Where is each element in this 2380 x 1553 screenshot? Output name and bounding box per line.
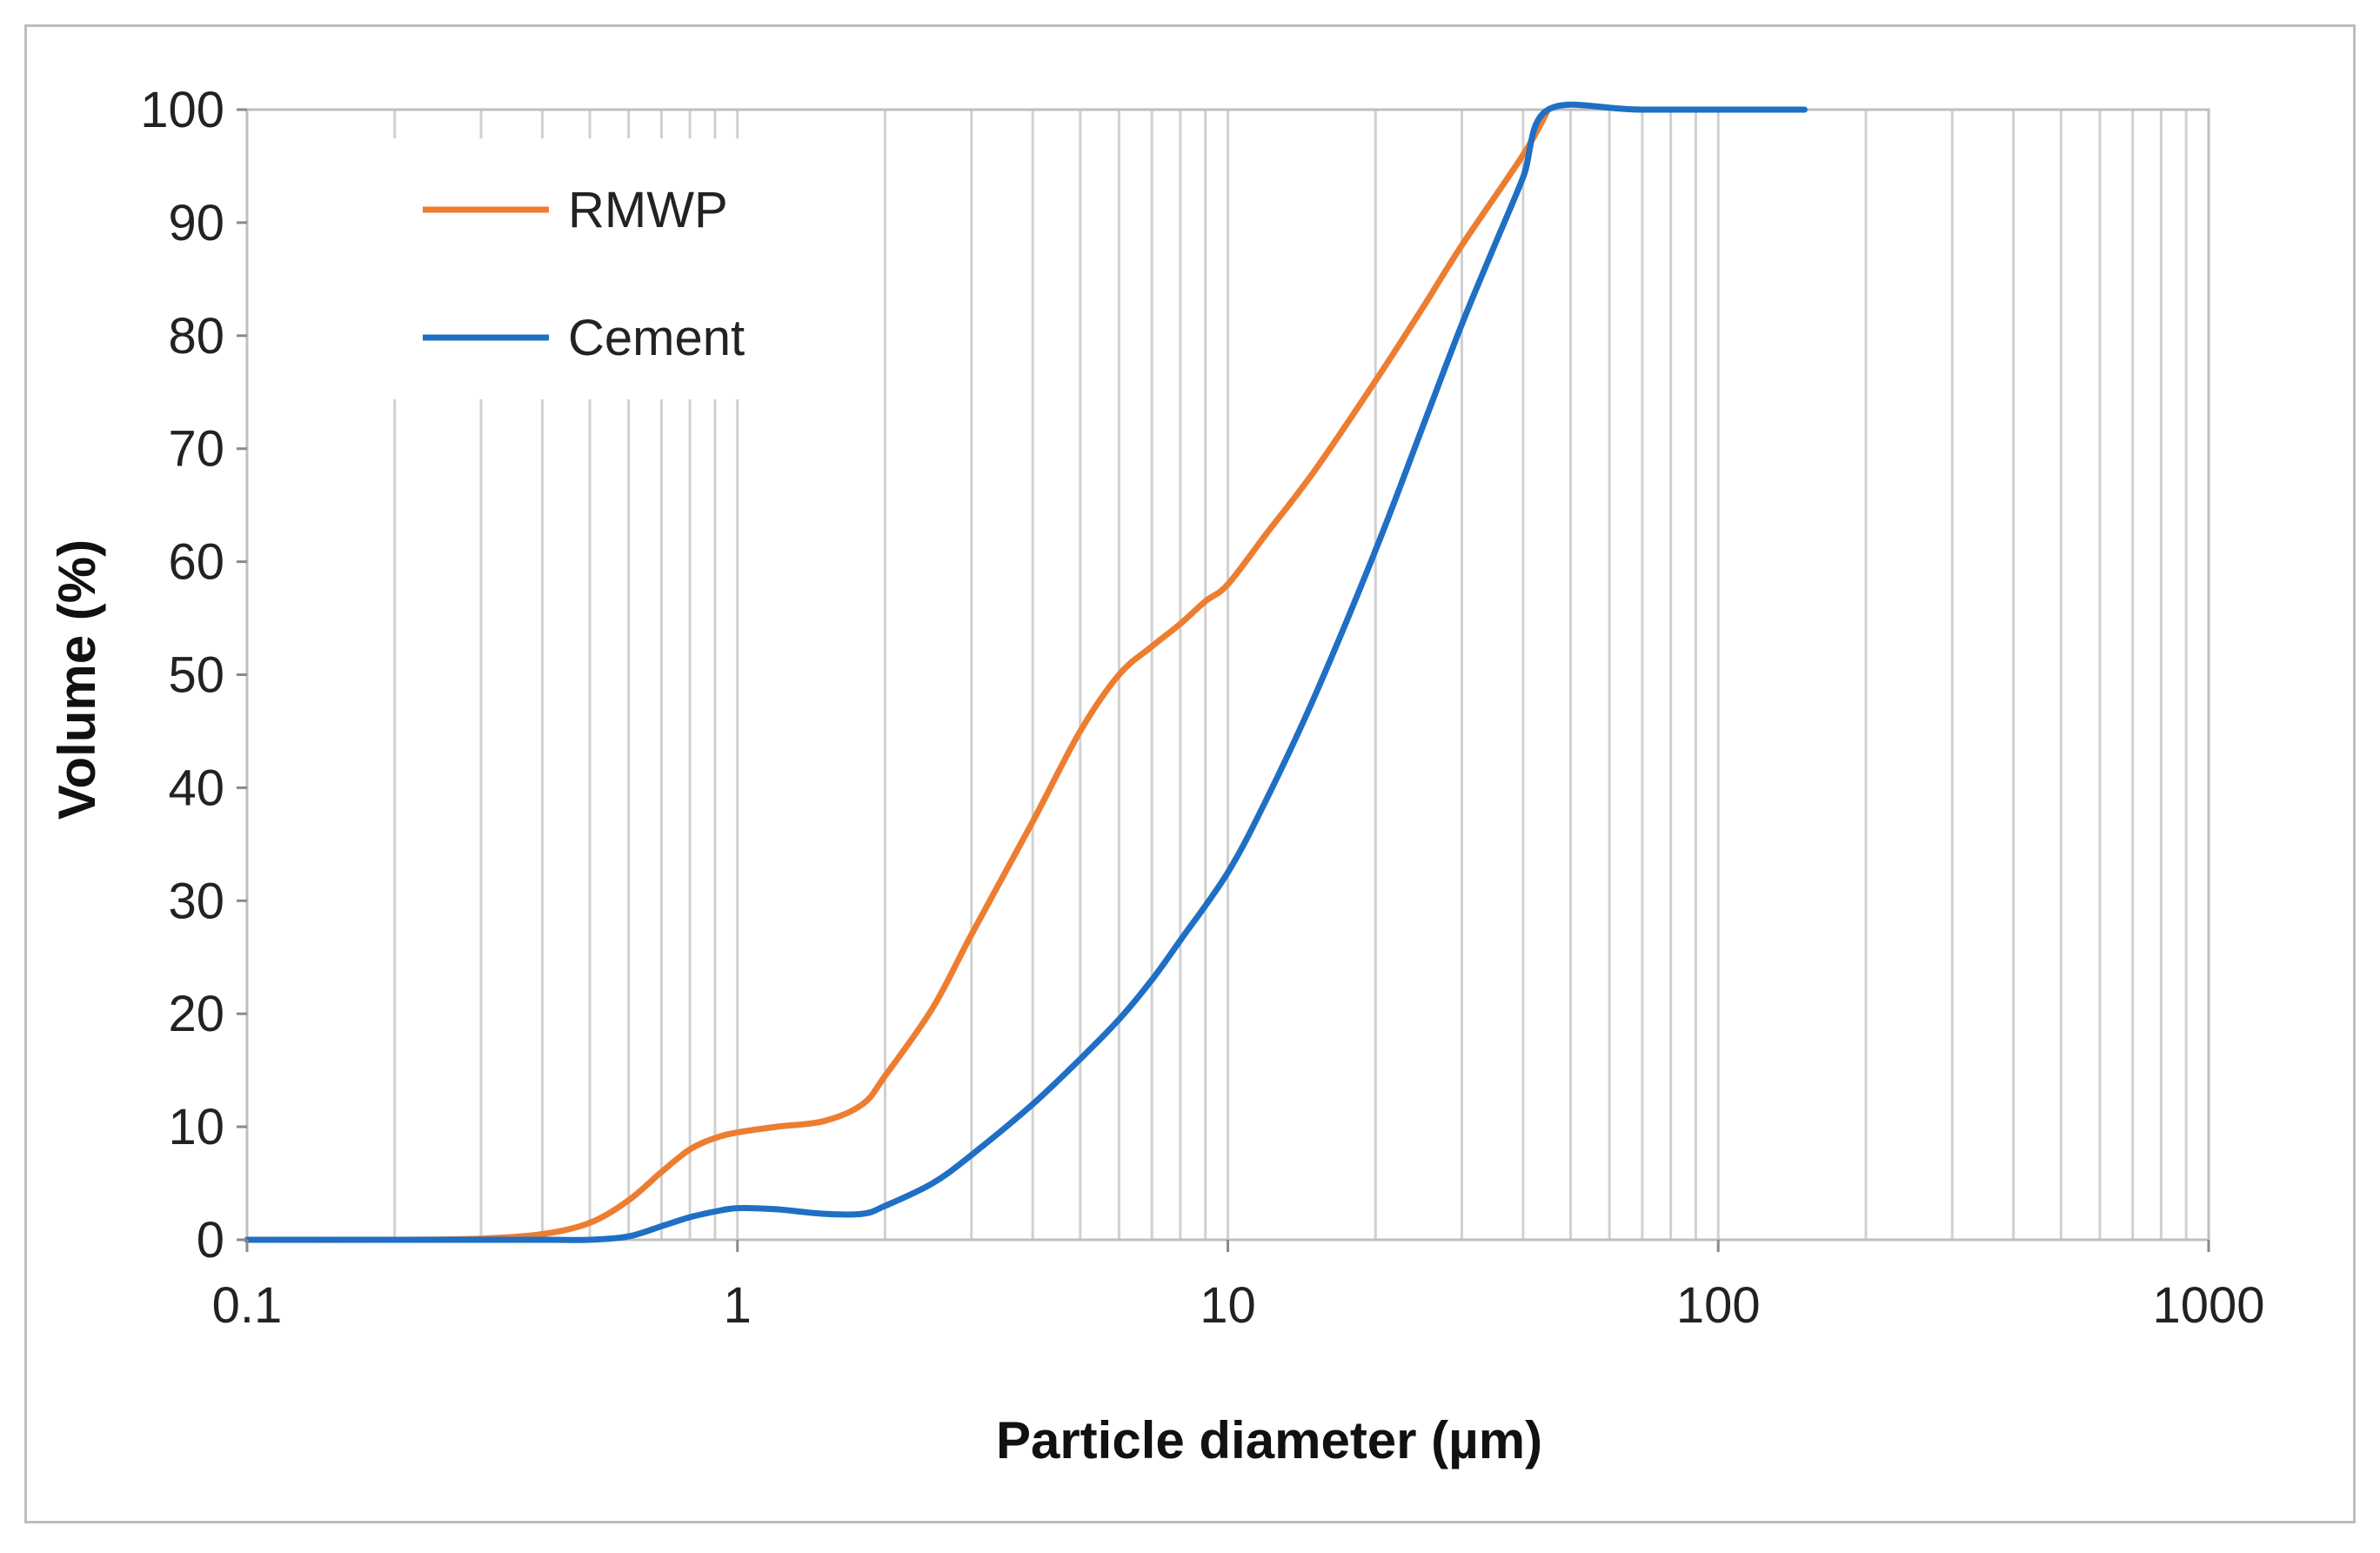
x-tick-label: 10 bbox=[1200, 1277, 1256, 1334]
x-tick-label: 100 bbox=[1676, 1277, 1761, 1334]
y-tick-label: 50 bbox=[168, 647, 224, 704]
y-tick-label: 80 bbox=[168, 308, 224, 365]
chart-frame: 0 10 20 30 40 50 60 70 80 90 100 0.1 1 10 100 1000 RMW… bbox=[24, 24, 2356, 1523]
y-tick-label: 100 bbox=[140, 82, 224, 138]
y-tick-label: 60 bbox=[168, 534, 224, 591]
x-tick-label: 1000 bbox=[2152, 1277, 2264, 1334]
series-layer bbox=[244, 101, 1808, 1243]
series-line-rmwp bbox=[244, 106, 1552, 1243]
y-tick-label: 70 bbox=[168, 421, 224, 478]
x-tick-labels: 0.1 1 10 100 1000 bbox=[212, 1240, 2265, 1334]
x-tick-label: 1 bbox=[724, 1277, 752, 1334]
x-tick-label: 0.1 bbox=[212, 1277, 283, 1334]
legend-label-cement: Cement bbox=[568, 310, 745, 366]
legend: RMWP Cement bbox=[423, 182, 745, 366]
y-tick-label: 40 bbox=[168, 760, 224, 816]
chart-svg: 0 10 20 30 40 50 60 70 80 90 100 0.1 1 10 100 1000 RMW… bbox=[48, 82, 2265, 1469]
y-tick-label: 10 bbox=[168, 1099, 224, 1155]
y-tick-labels: 0 10 20 30 40 50 60 70 80 90 100 bbox=[140, 82, 247, 1269]
x-axis-title: Particle diameter (µm) bbox=[996, 1411, 1542, 1469]
y-tick-label: 90 bbox=[168, 195, 224, 251]
y-axis-title: Volume (%) bbox=[48, 539, 106, 820]
y-tick-label: 0 bbox=[197, 1212, 224, 1269]
legend-background bbox=[371, 138, 762, 399]
legend-label-rmwp: RMWP bbox=[568, 182, 728, 238]
y-tick-label: 20 bbox=[168, 986, 224, 1042]
series-line-cement bbox=[244, 101, 1808, 1243]
y-tick-label: 30 bbox=[168, 873, 224, 929]
